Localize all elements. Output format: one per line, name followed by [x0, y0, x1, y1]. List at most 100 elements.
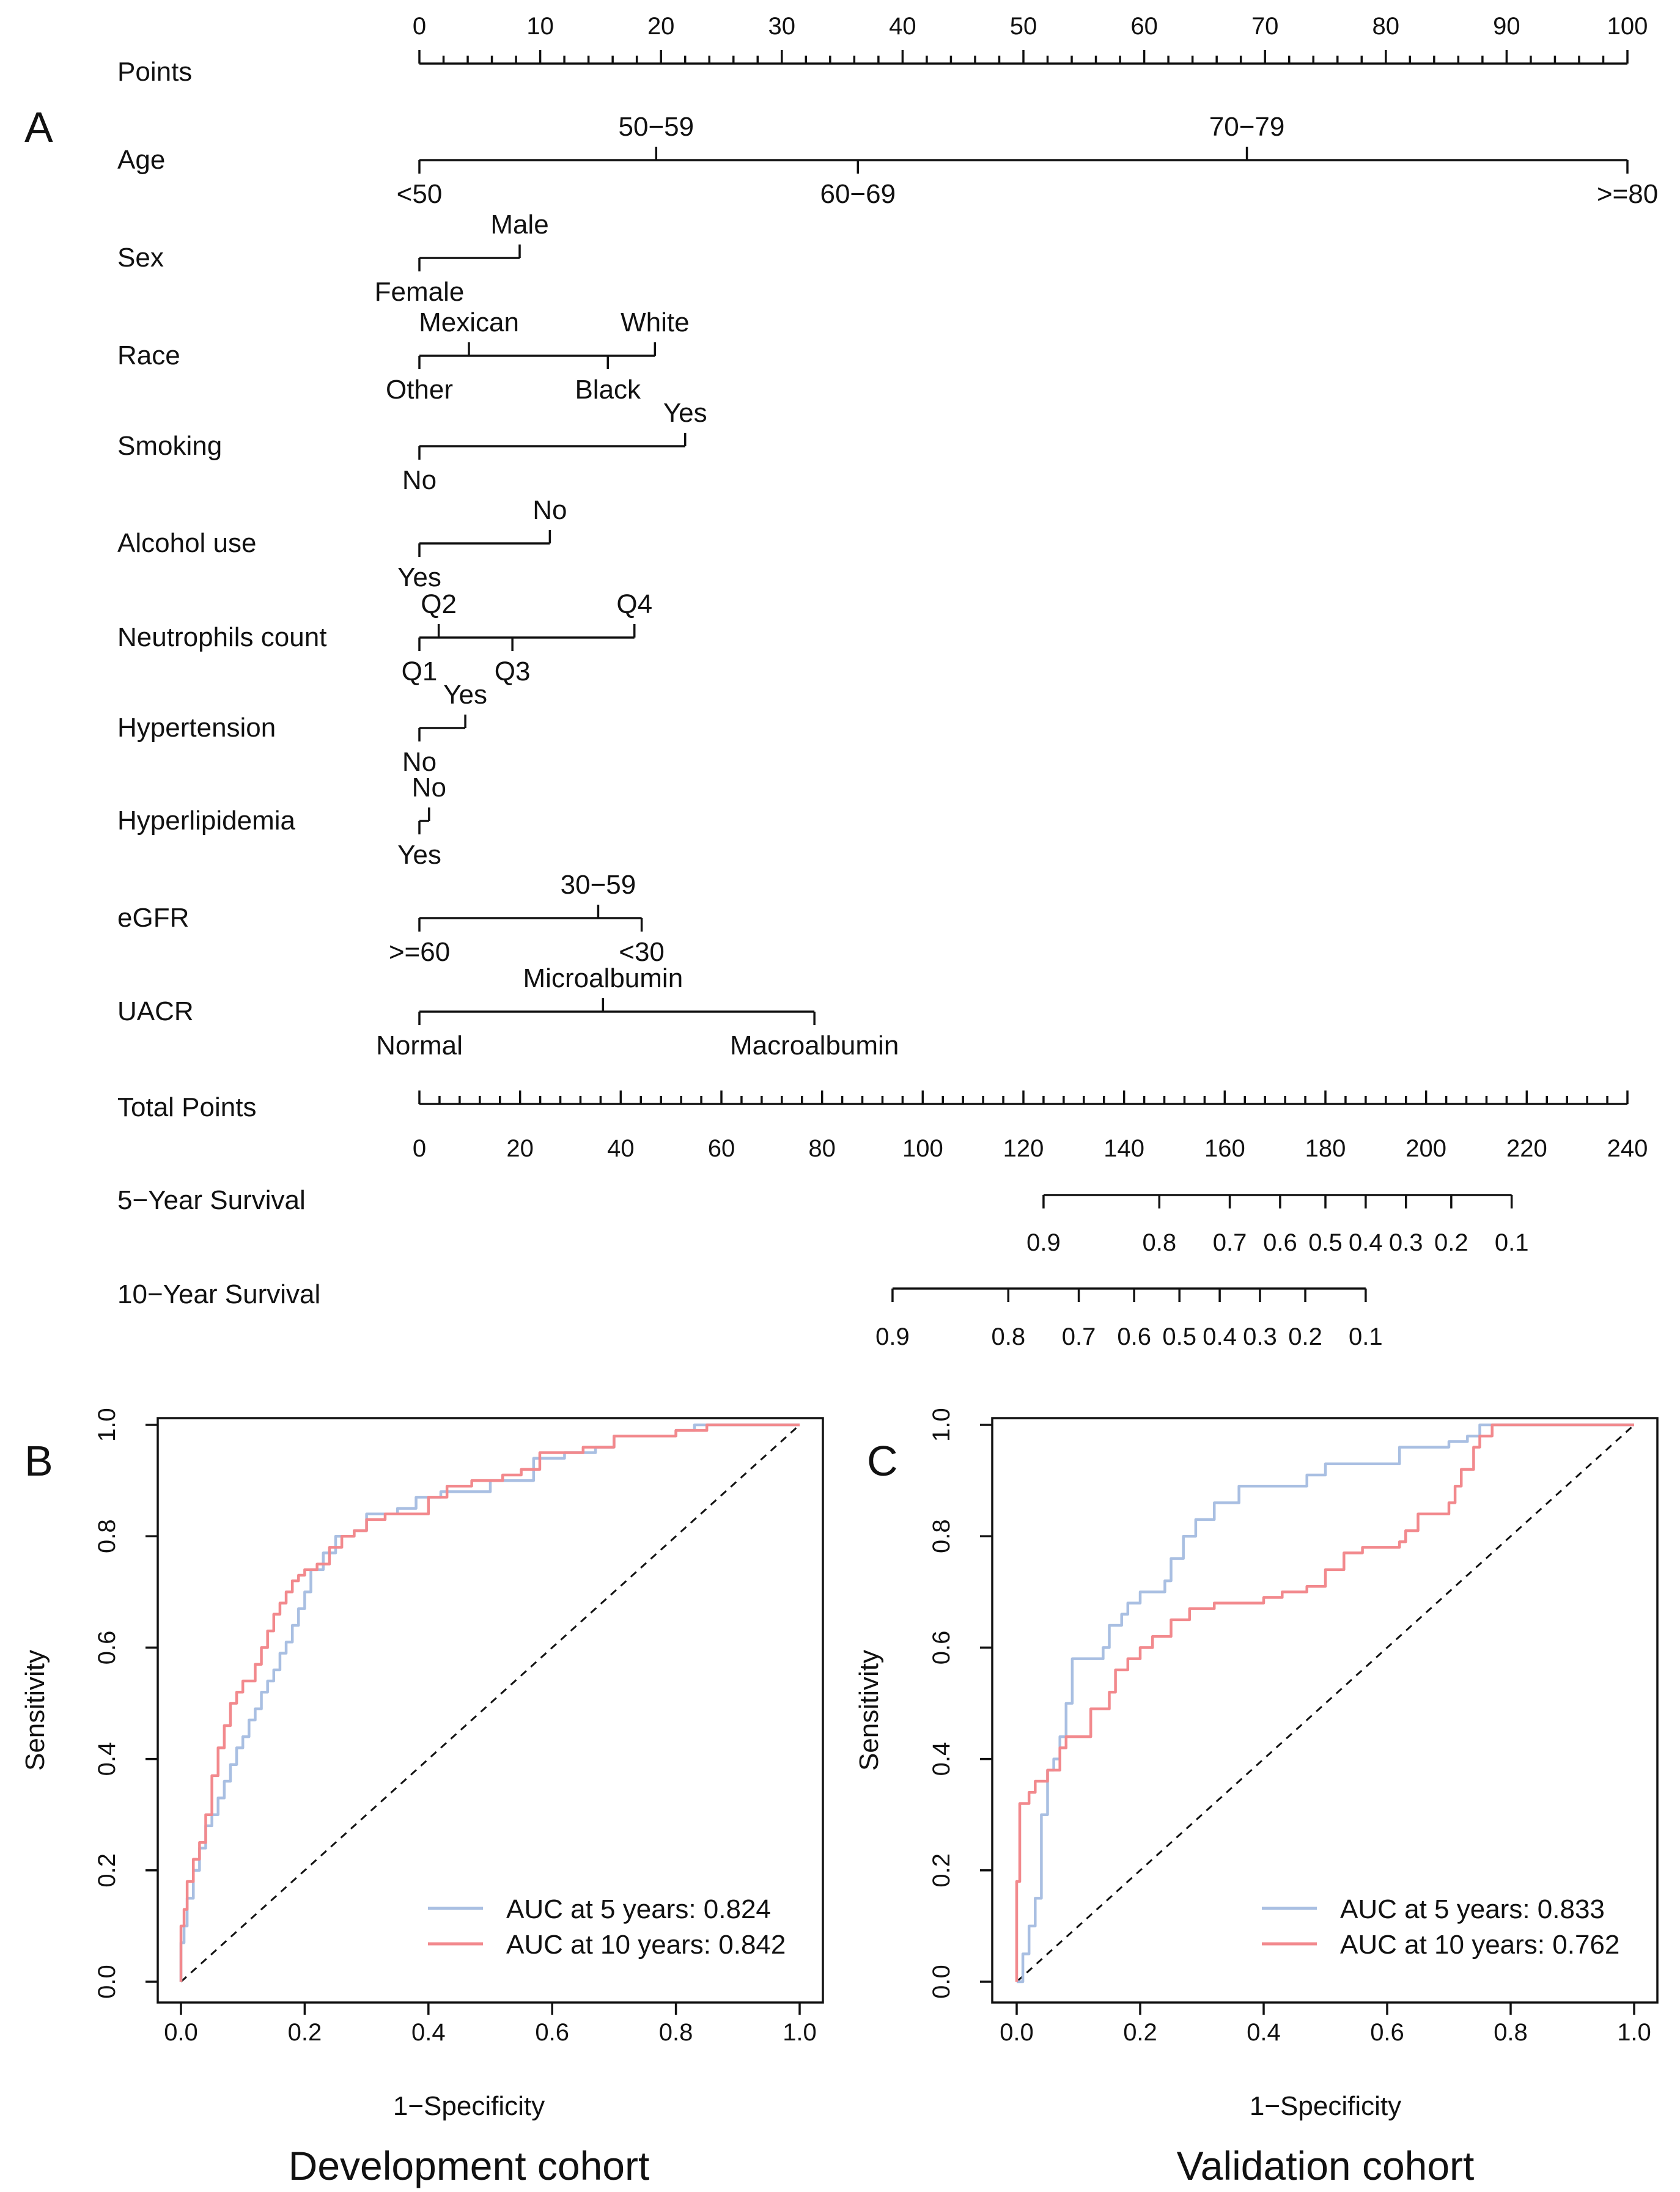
y-tick-label: 0.0 — [94, 1965, 120, 1999]
total-points-tick-label: 160 — [1204, 1135, 1245, 1162]
total-points-tick-label: 20 — [506, 1135, 534, 1162]
survival-tick-label: 0.7 — [1062, 1323, 1096, 1350]
y-tick-label: 0.8 — [928, 1519, 955, 1553]
y-tick-label: 0.2 — [94, 1853, 120, 1888]
survival-tick-label: 0.6 — [1263, 1229, 1297, 1256]
points-tick-label: 40 — [889, 13, 916, 40]
total-points-row-label: Total Points — [117, 1092, 256, 1122]
total-points-tick-label: 140 — [1103, 1135, 1144, 1162]
x-tick-label: 0.8 — [1494, 2019, 1528, 2046]
points-tick-label: 70 — [1251, 13, 1279, 40]
reference-diagonal — [180, 1424, 801, 1983]
variable-level-label: No — [412, 773, 446, 803]
roc-axis-layer: 0.0 0.0 0.2 0.2 0.4 0.4 0.6 0.6 0.8 0.8 1.0 1.0 — [928, 1408, 1651, 2046]
survival-tick-label: 0.7 — [1213, 1229, 1247, 1256]
variable-level-label: No — [402, 465, 437, 495]
y-tick-label: 0.4 — [928, 1742, 955, 1776]
x-tick-label: 0.2 — [288, 2019, 322, 2046]
points-tick-label: 20 — [647, 13, 675, 40]
survival-tick-label: 0.2 — [1288, 1323, 1322, 1350]
variable-level-label: Microalbumin — [523, 963, 683, 993]
x-tick-label: 0.4 — [411, 2019, 446, 2046]
points-tick-label: 50 — [1010, 13, 1037, 40]
reference-diagonal — [1015, 1424, 1635, 1983]
panel-label-c: C — [867, 1437, 898, 1485]
variable-level-label: Yes — [663, 398, 707, 428]
x-axis-label: 1−Specificity — [1250, 2091, 1401, 2121]
x-tick-label: 0.8 — [659, 2019, 693, 2046]
survival-tick-label: 0.5 — [1308, 1229, 1343, 1256]
total-points-tick-label: 120 — [1003, 1135, 1044, 1162]
x-tick-label: 1.0 — [1617, 2019, 1651, 2046]
variable-level-label: No — [532, 495, 567, 525]
variable-level-label: 60−69 — [820, 179, 896, 209]
variable-level-label: Yes — [397, 562, 441, 592]
variable-level-label: Black — [575, 375, 641, 405]
roc-curve-10-years — [179, 1423, 800, 1982]
survival-row-label: 5−Year Survival — [117, 1185, 306, 1215]
survival-tick-label: 0.1 — [1349, 1323, 1383, 1350]
variable-level-label: 50−59 — [619, 112, 694, 142]
roc-panel-validation: C 0.0 0.0 0.2 0.2 0.4 0.4 0.6 0.6 0.8 0.8 1.0 1.0 A… — [854, 1408, 1659, 2188]
x-tick-label: 0.6 — [1370, 2019, 1404, 2046]
roc-series-layer — [1015, 1423, 1634, 1984]
y-tick-label: 0.2 — [928, 1853, 955, 1888]
variable-level-label: 70−79 — [1209, 112, 1285, 142]
survival-tick-label: 0.4 — [1203, 1323, 1237, 1350]
survival-tick-label: 0.3 — [1243, 1323, 1277, 1350]
survival-tick-label: 0.5 — [1162, 1323, 1196, 1350]
variable-label: Alcohol use — [117, 528, 256, 558]
total-points-axis: 0 20 40 60 80 100 120 140 160 180 200 220 240 — [413, 1090, 1648, 1162]
x-tick-label: 0.4 — [1247, 2019, 1281, 2046]
total-points-tick-label: 0 — [413, 1135, 426, 1162]
survival-tick-label: 0.4 — [1349, 1229, 1383, 1256]
variable-level-label: Female — [375, 277, 465, 307]
variable-rows: Age <50 50−59 60−69 70−79 >=80 Sex Female Male Ra… — [117, 112, 1658, 1061]
roc-panel-development: B 0.0 0.0 0.2 0.2 0.4 0.4 0.6 0.6 0.8 0.8 1.0 1.0 A… — [20, 1408, 824, 2188]
legend-label-10-years: AUC at 10 years: 0.762 — [1340, 1930, 1619, 1960]
plot-frame — [157, 1417, 824, 2004]
roc-series-layer — [179, 1423, 800, 1982]
x-axis-label: 1−Specificity — [393, 2091, 545, 2121]
variable-label: Hypertension — [117, 713, 276, 743]
points-row-label: Points — [117, 57, 192, 87]
variable-label: Age — [117, 145, 165, 175]
variable-level-label: Yes — [443, 680, 487, 710]
y-tick-label: 0.6 — [928, 1631, 955, 1665]
total-points-tick-label: 200 — [1406, 1135, 1446, 1162]
roc-curve-5-years — [179, 1423, 800, 1982]
variable-level-label: Macroalbumin — [730, 1031, 899, 1061]
variable-label: Smoking — [117, 431, 222, 461]
plot-frame — [991, 1417, 1659, 2004]
x-tick-label: 1.0 — [783, 2019, 817, 2046]
survival-tick-label: 0.9 — [875, 1323, 910, 1350]
points-tick-label: 60 — [1130, 13, 1158, 40]
x-tick-label: 0.0 — [164, 2019, 198, 2046]
points-tick-label: 90 — [1493, 13, 1520, 40]
points-axis: 0 10 20 30 40 50 60 70 80 90 100 — [413, 13, 1648, 65]
total-points-tick-label: 40 — [607, 1135, 635, 1162]
variable-level-label: <30 — [619, 937, 665, 967]
variable-level-label: Yes — [397, 840, 441, 870]
variable-level-label: Q2 — [421, 589, 457, 619]
y-tick-label: 1.0 — [928, 1408, 955, 1442]
survival-tick-label: 0.1 — [1495, 1229, 1529, 1256]
variable-level-label: Q3 — [495, 656, 531, 686]
total-points-tick-label: 100 — [902, 1135, 943, 1162]
survival-tick-label: 0.3 — [1389, 1229, 1423, 1256]
roc-curve-5-years — [1017, 1423, 1634, 1984]
variable-label: eGFR — [117, 903, 189, 933]
y-tick-label: 0.8 — [94, 1519, 120, 1553]
variable-label: Race — [117, 340, 180, 370]
points-tick-label: 10 — [526, 13, 554, 40]
variable-level-label: <50 — [397, 179, 443, 209]
roc-curve-10-years — [1015, 1423, 1634, 1982]
total-points-tick-label: 60 — [708, 1135, 735, 1162]
survival-tick-label: 0.2 — [1434, 1229, 1468, 1256]
variable-level-label: Q4 — [616, 589, 652, 619]
nomogram-panel: A Points 0 10 20 30 40 50 60 70 80 90 100 Age <50 50… — [24, 13, 1658, 1350]
legend-label-10-years: AUC at 10 years: 0.842 — [506, 1930, 786, 1960]
variable-level-label: Q1 — [402, 656, 438, 686]
